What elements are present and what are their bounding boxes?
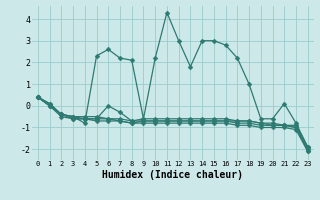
X-axis label: Humidex (Indice chaleur): Humidex (Indice chaleur) (102, 170, 243, 180)
